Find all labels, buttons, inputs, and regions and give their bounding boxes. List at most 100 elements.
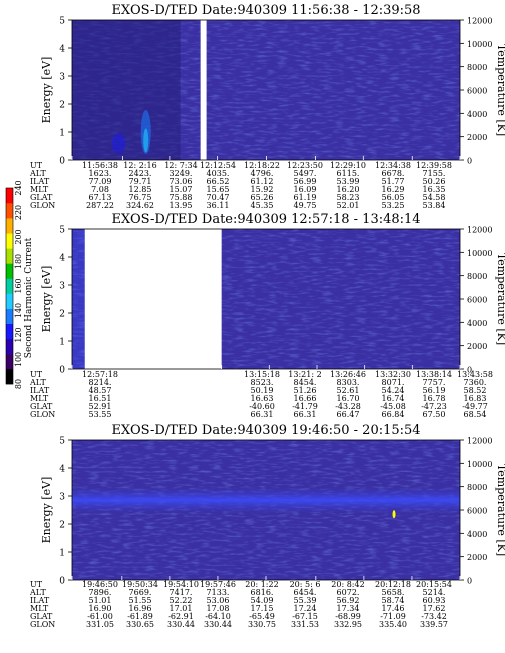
table-cell: 70.47 [207, 193, 230, 202]
table-cell: 13:38:14 [416, 370, 452, 379]
table-cell: 45.35 [251, 201, 274, 210]
table-cell: 17.15 [251, 604, 274, 613]
table-cell: -62.91 [168, 612, 194, 621]
y-axis-label: Energy [eV] [40, 57, 53, 124]
colorbar-tick-label: 200 [14, 229, 23, 244]
colorbar-label: Second Harmonic Current [24, 237, 34, 358]
panel-title: EXOS-D/TED Date:940309 12:57:18 - 13:48:… [111, 212, 420, 227]
table-cell: 7669. [129, 588, 152, 597]
y2-tick-label: 2000 [467, 342, 487, 351]
colorbar-swatch [6, 368, 13, 385]
table-cell: 5214. [423, 588, 446, 597]
table-cell: -71.09 [380, 612, 406, 621]
table-cell: 56.99 [294, 177, 317, 186]
table-cell: 66.84 [382, 410, 405, 419]
table-cell: 12:12:54 [200, 161, 236, 170]
y2-tick-label: 12000 [467, 17, 492, 26]
table-cell: 53.99 [337, 177, 360, 186]
colorbar-swatch [6, 308, 13, 324]
y2-tick-label: 2000 [467, 553, 487, 562]
table-cell: -49.77 [462, 402, 488, 411]
table-cell: 331.53 [291, 620, 319, 629]
y-tick-label: 2 [59, 521, 65, 531]
table-cell: 12:18:22 [244, 161, 280, 170]
table-cell: -61.89 [127, 612, 153, 621]
table-cell: 16.90 [89, 604, 112, 613]
table-cell: -40.60 [249, 402, 275, 411]
colorbar-swatch [6, 353, 13, 370]
table-cell: 50.19 [251, 386, 274, 395]
table-cell: 58.52 [464, 386, 487, 395]
y2-tick-label: 12000 [467, 226, 492, 235]
table-cell: 53.25 [382, 201, 405, 210]
y-tick-label: 5 [59, 437, 65, 447]
colorbar-swatch [6, 248, 13, 264]
y2-tick-label: 2000 [467, 133, 487, 142]
table-cell: 12:29:10 [330, 161, 366, 170]
panel-title: EXOS-D/TED Date:940309 11:56:38 - 12:39:… [111, 3, 420, 18]
y-tick-label: 0 [59, 157, 65, 167]
table-cell: 7360. [464, 378, 487, 387]
table-cell: -64.10 [205, 612, 231, 621]
row-label: ALT [29, 378, 46, 387]
table-cell: 68.54 [464, 410, 487, 419]
table-cell: 20:12:18 [375, 580, 411, 589]
spectrogram-band [72, 484, 460, 516]
table-cell: 58.74 [382, 596, 405, 605]
table-cell: 20: 5: 6 [290, 580, 321, 589]
table-cell: 330.44 [204, 620, 232, 629]
colorbar-frame [5, 187, 14, 385]
y-tick-label: 3 [59, 493, 65, 503]
table-cell: 54.09 [251, 596, 274, 605]
y2-tick-label: 10000 [467, 40, 492, 49]
table-cell: 66.31 [294, 410, 317, 419]
table-cell: 13.95 [170, 201, 193, 210]
spectrogram-panel: EXOS-D/TED Date:940309 19:46:50 - 20:15:… [29, 423, 505, 629]
y2-tick-label: 6000 [467, 507, 487, 516]
y2-tick-label: 4000 [467, 110, 487, 119]
table-cell: 324.62 [126, 201, 154, 210]
table-cell: 17.46 [382, 604, 405, 613]
y2-tick-label: 4000 [467, 530, 487, 539]
table-cell: 8523. [251, 378, 274, 387]
colorbar-swatch [6, 233, 13, 249]
row-label: GLAT [30, 193, 53, 202]
y2-axis-label: Temperature [K] [495, 464, 505, 556]
orbit-parameter-table: UT 19:46:50 19:50:34 19:54:10 19:57:46 20: 1:… [29, 580, 452, 629]
table-cell: 66.31 [251, 410, 274, 419]
table-cell: 56.19 [423, 386, 446, 395]
table-cell: 73.06 [170, 177, 193, 186]
table-cell: 65.26 [251, 193, 274, 202]
table-cell: 66.52 [207, 177, 230, 186]
y-tick-label: 1 [59, 549, 65, 559]
y-tick-label: 5 [59, 226, 65, 236]
table-cell: 332.95 [334, 620, 362, 629]
table-cell: 17.01 [170, 604, 193, 613]
table-cell: 51.01 [89, 596, 112, 605]
table-cell: -61.00 [87, 612, 113, 621]
table-cell: 61.12 [251, 177, 274, 186]
table-cell: 17.08 [207, 604, 230, 613]
table-cell: 20:15:54 [416, 580, 452, 589]
y-tick-label: 2 [59, 310, 65, 320]
table-cell: 16.74 [382, 394, 405, 403]
table-cell: 16.29 [382, 185, 405, 194]
row-label: ILAT [30, 177, 50, 186]
table-cell: -65.49 [249, 612, 275, 621]
table-cell: 7417. [170, 588, 193, 597]
y-tick-label: 1 [59, 338, 65, 348]
row-label: MLT [30, 185, 49, 194]
table-cell: 8214. [89, 378, 112, 387]
table-cell: 58.23 [337, 193, 360, 202]
panels: EXOS-D/TED Date:940309 11:56:38 - 12:39:… [29, 3, 505, 629]
table-cell: 7155. [423, 169, 446, 178]
y-tick-label: 4 [59, 254, 65, 264]
row-label: UT [30, 370, 43, 379]
table-cell: -45.08 [380, 402, 406, 411]
y2-tick-label: 6000 [467, 87, 487, 96]
table-cell: 4035. [207, 169, 230, 178]
table-cell: 77.09 [89, 177, 112, 186]
colorbar: 80 100 120 140 160 180 200 220 240 Second Harmoni… [5, 180, 34, 389]
colorbar-tick-label: 220 [14, 205, 23, 220]
table-cell: 11:56:38 [82, 161, 118, 170]
